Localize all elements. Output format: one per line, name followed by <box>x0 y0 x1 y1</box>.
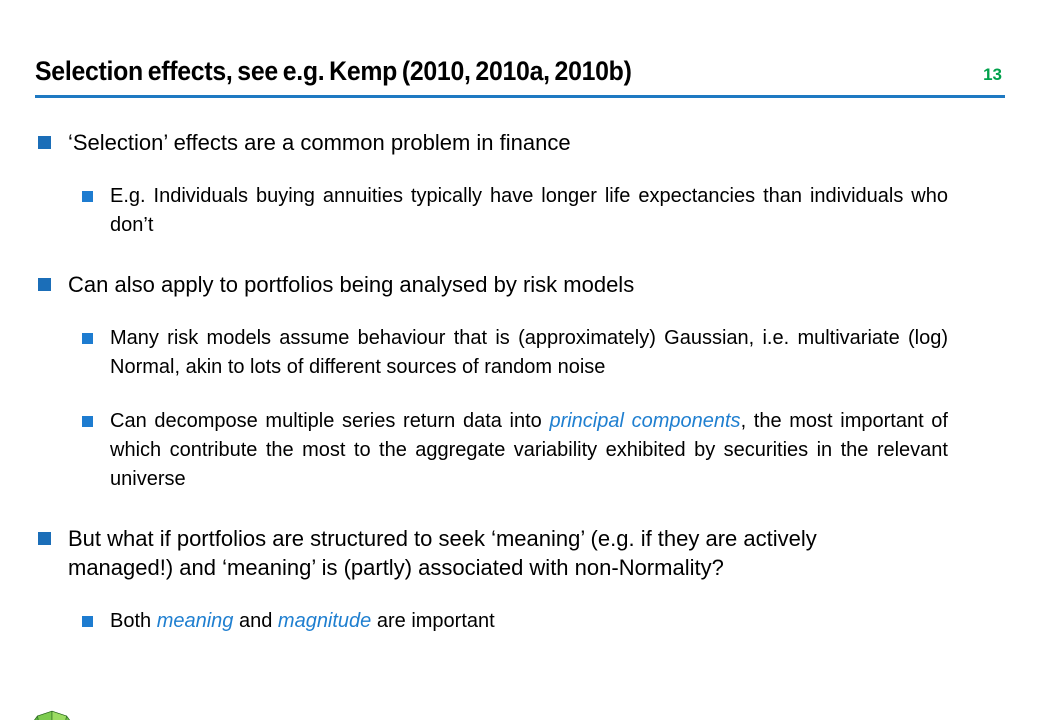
bullet-item: But what if portfolios are structured to… <box>35 524 1005 582</box>
sub-bullet-text: Can decompose multiple series return dat… <box>110 407 948 494</box>
text-run: are important <box>371 610 495 632</box>
bullet-text: But what if portfolios are structured to… <box>68 526 817 580</box>
emphasis-text-run: meaning <box>156 610 234 632</box>
sub-bullet-text: E.g. Individuals buying annuities typica… <box>110 182 948 240</box>
bullet-square-icon <box>82 333 93 344</box>
nematrian-brand: NEMATRIAN <box>25 708 200 720</box>
bullet-list: ‘Selection’ effects are a common problem… <box>35 128 1005 636</box>
emphasis-text-run: magnitude <box>277 610 372 632</box>
sub-bullet-item: Both meaning and magnitude are important <box>82 607 1005 636</box>
page-title: Selection effects, see e.g. Kemp (2010, … <box>35 56 632 86</box>
page-number: 13 <box>983 65 1002 84</box>
bullet-square-icon <box>38 136 51 149</box>
text-run: , the most important of which contribute… <box>110 410 948 490</box>
sub-bullet-item: E.g. Individuals buying annuities typica… <box>82 182 1005 240</box>
bullet-item: ‘Selection’ effects are a common problem… <box>35 128 1005 157</box>
sub-bullet-item: Many risk models assume behaviour that i… <box>82 324 1005 382</box>
bullet-text: ‘Selection’ effects are a common problem… <box>68 130 571 155</box>
text-run: Can decompose multiple series return dat… <box>110 410 550 432</box>
header: Selection effects, see e.g. Kemp (2010, … <box>35 56 1005 87</box>
bullet-square-icon <box>82 191 93 202</box>
bullet-square-icon <box>38 278 51 291</box>
text-run: Many risk models assume behaviour that i… <box>110 327 948 378</box>
text-run: Both <box>110 610 157 632</box>
bullet-square-icon <box>82 416 93 427</box>
text-run: E.g. Individuals buying annuities typica… <box>110 185 948 236</box>
footer: NEMATRIAN malcolm.kemp@nematrian.com <box>25 708 1010 720</box>
slide: Selection effects, see e.g. Kemp (2010, … <box>0 56 1040 720</box>
nematrian-polyhedron-logo-icon <box>34 710 70 720</box>
sub-bullet-text: Both meaning and magnitude are important <box>110 607 495 636</box>
bullet-text: Can also apply to portfolios being analy… <box>68 272 635 297</box>
text-run: and <box>233 610 278 632</box>
bullet-square-icon <box>82 616 93 627</box>
bullet-item: Can also apply to portfolios being analy… <box>35 270 1005 299</box>
sub-bullet-item: Can decompose multiple series return dat… <box>82 407 1005 494</box>
emphasis-text-run: principal components <box>549 410 741 432</box>
sub-bullet-text: Many risk models assume behaviour that i… <box>110 324 948 382</box>
bullet-square-icon <box>38 532 51 545</box>
title-divider <box>35 95 1005 98</box>
